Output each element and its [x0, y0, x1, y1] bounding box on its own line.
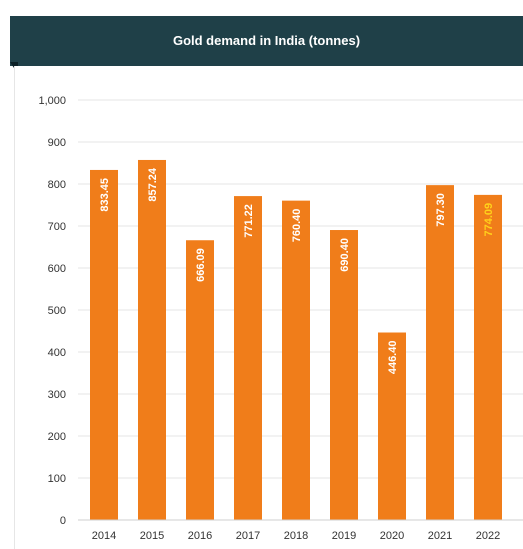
y-tick-label: 0: [60, 515, 66, 527]
x-tick-label: 2014: [92, 530, 116, 542]
bar: [474, 194, 502, 520]
bar-value-label: 833.45: [99, 178, 111, 212]
bar-value-label: 666.09: [195, 248, 207, 282]
chart-title: Gold demand in India (tonnes): [172, 33, 361, 48]
y-tick-label: 400: [48, 347, 66, 359]
bar-value-label: 771.22: [243, 204, 255, 238]
y-tick-label: 100: [48, 473, 66, 485]
bar-value-label: 797.30: [435, 193, 447, 227]
bar: [234, 196, 262, 521]
y-tick-label: 1,000: [38, 95, 66, 107]
bar-value-label: 690.40: [339, 238, 351, 272]
bar: [138, 159, 166, 520]
x-tick-label: 2016: [188, 530, 212, 542]
bar-value-label: 760.40: [291, 209, 303, 243]
bar-value-label: 446.40: [387, 341, 399, 375]
bar: [90, 169, 118, 521]
x-tick-label: 2018: [284, 530, 308, 542]
bar-value-label: 857.24: [147, 167, 159, 202]
bar-value-label: 774.09: [483, 203, 495, 237]
y-tick-label: 500: [48, 305, 66, 317]
bar: [186, 240, 214, 521]
x-tick-label: 2022: [476, 530, 500, 542]
chart-header: Gold demand in India (tonnes): [10, 16, 523, 66]
x-tick-label: 2021: [428, 530, 452, 542]
y-tick-label: 800: [48, 179, 66, 191]
x-tick-label: 2017: [236, 530, 260, 542]
bar: [330, 230, 358, 521]
x-tick-label: 2015: [140, 530, 164, 542]
y-tick-label: 900: [48, 137, 66, 149]
y-tick-label: 600: [48, 263, 66, 275]
y-tick-label: 200: [48, 431, 66, 443]
x-tick-label: 2020: [380, 530, 404, 542]
y-tick-label: 700: [48, 221, 66, 233]
bar: [426, 185, 454, 520]
bar: [282, 200, 310, 520]
x-tick-label: 2019: [332, 530, 356, 542]
bar: [378, 332, 406, 520]
y-tick-label: 300: [48, 389, 66, 401]
